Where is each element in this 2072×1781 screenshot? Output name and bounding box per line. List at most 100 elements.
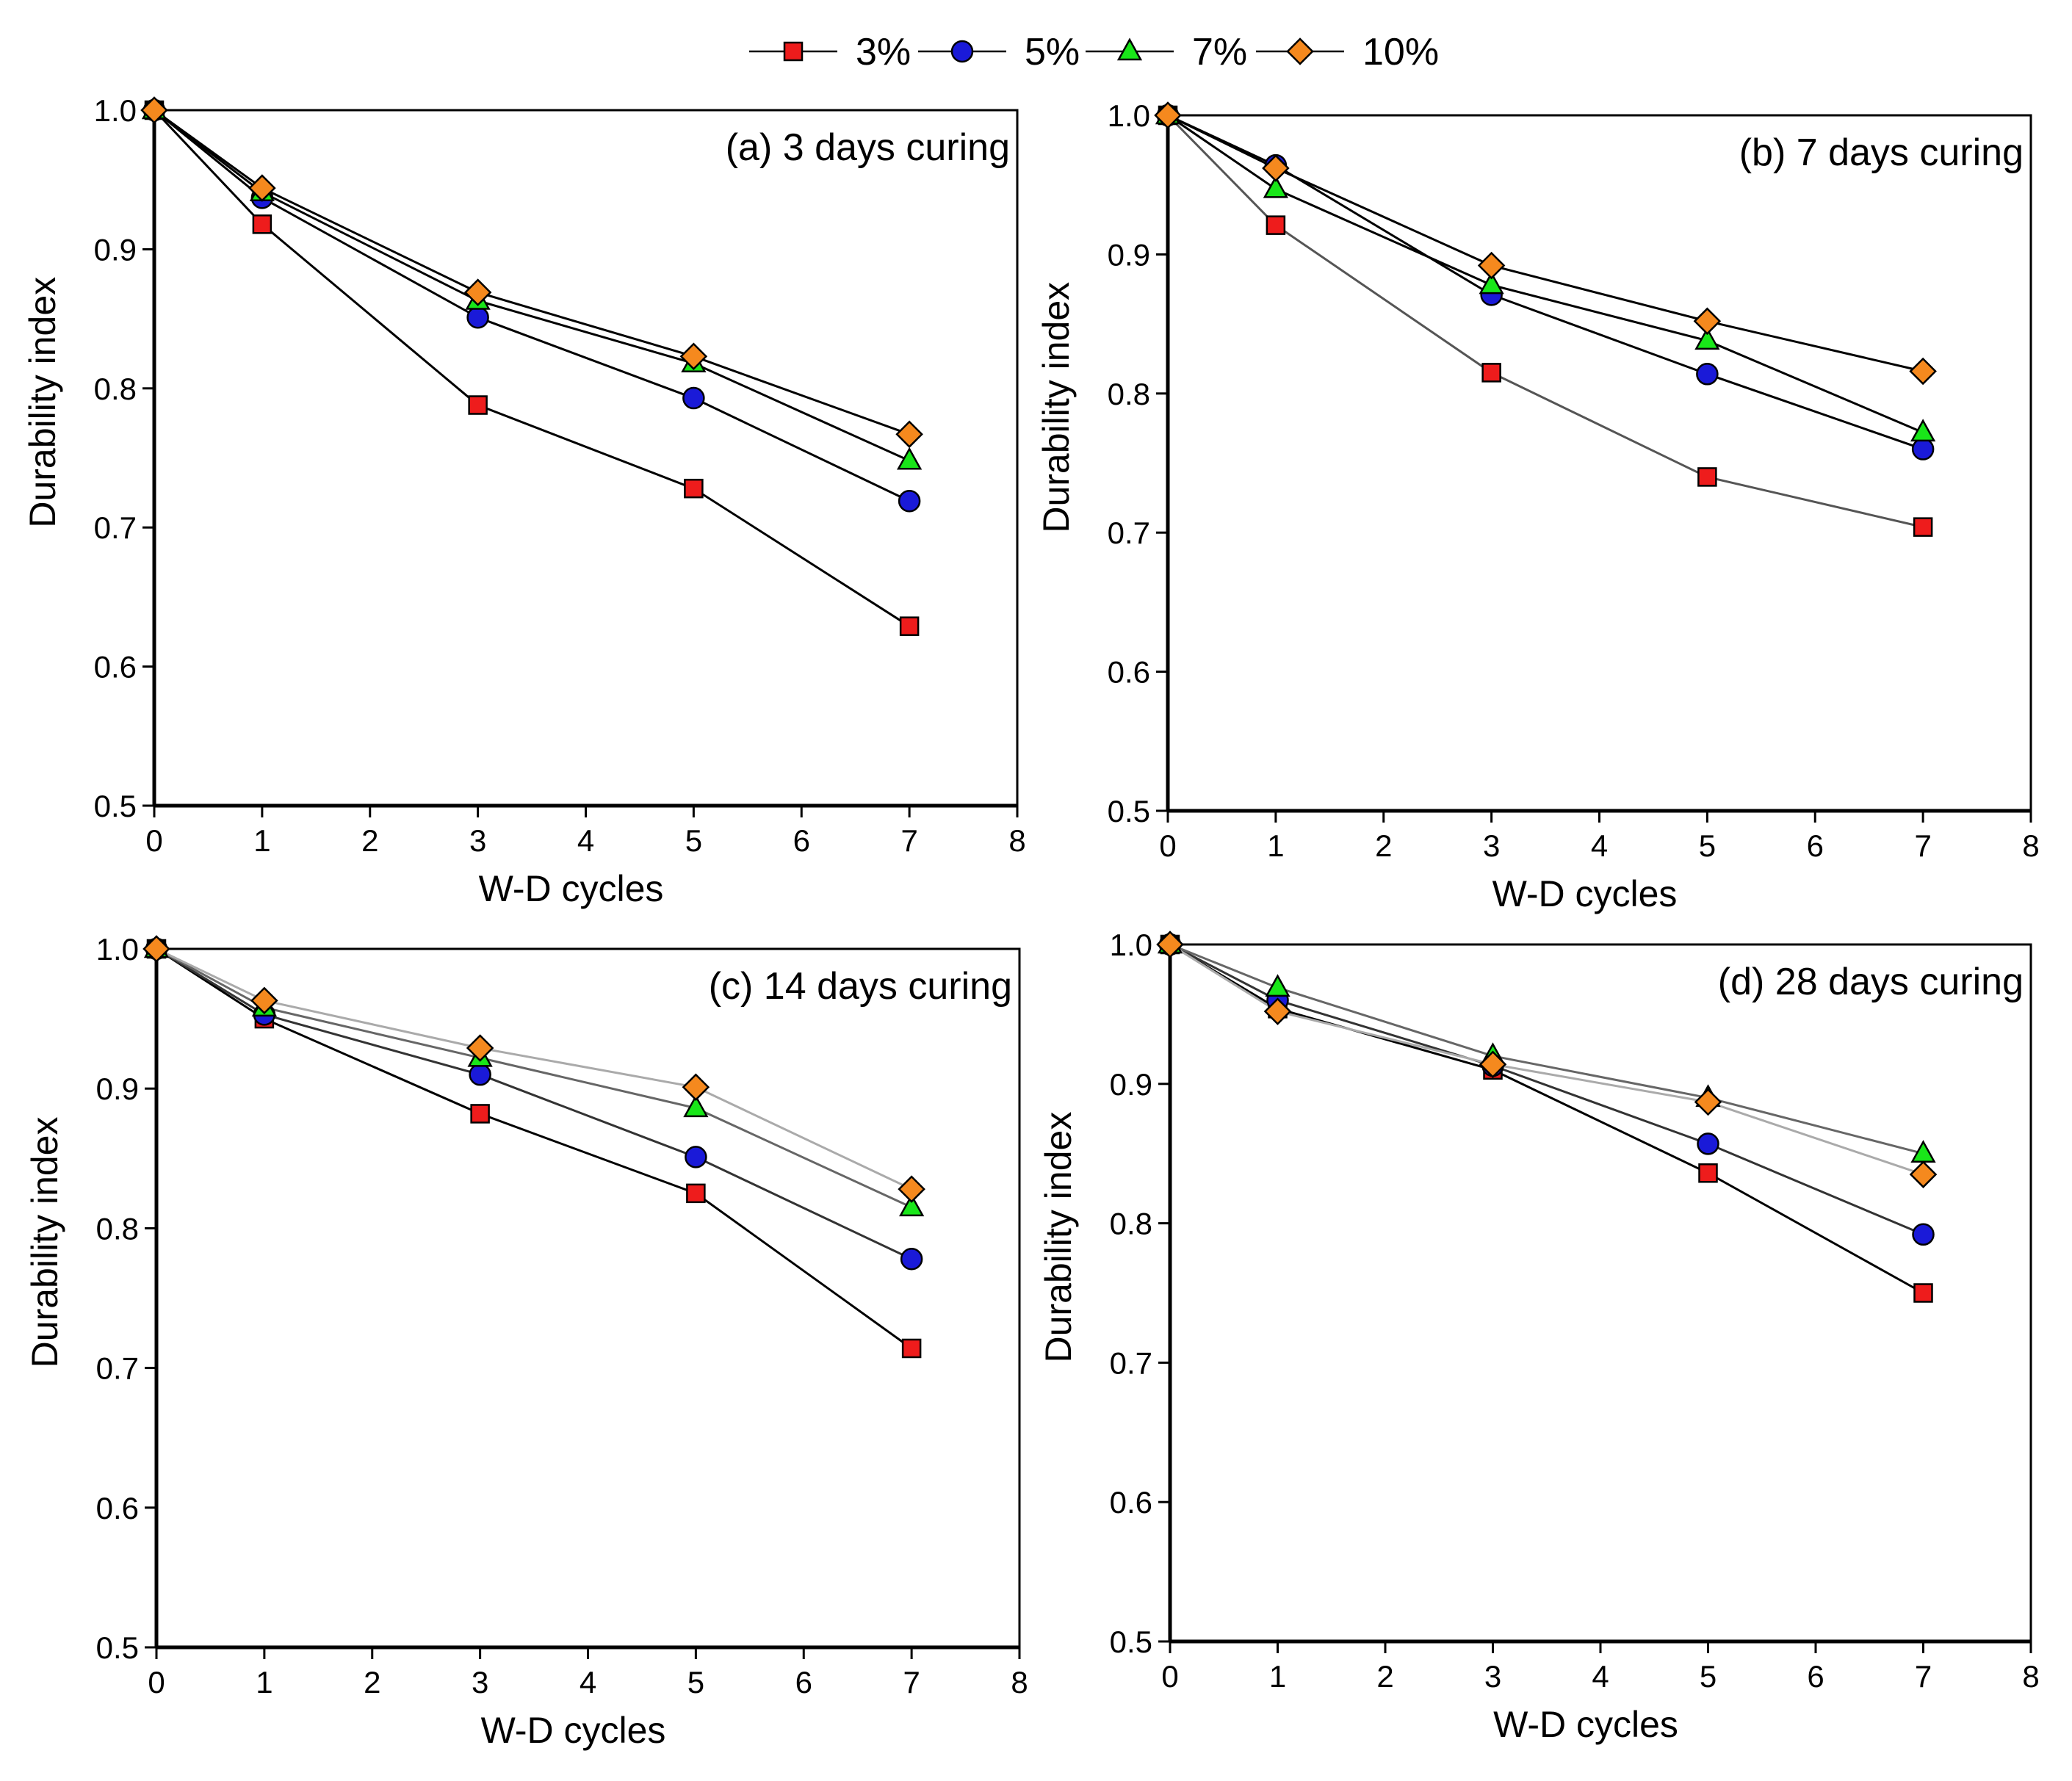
data-point-diamond	[1263, 997, 1292, 1025]
data-point-circle	[900, 1247, 923, 1271]
y-tick-label: 0.5	[96, 1630, 139, 1665]
data-point-diamond	[1693, 307, 1722, 336]
data-point-circle	[466, 306, 489, 329]
data-point-square	[899, 616, 920, 636]
data-point-square	[686, 1183, 706, 1204]
x-tick-label: 4	[1592, 1659, 1609, 1694]
y-tick-label: 1.0	[1108, 98, 1150, 133]
data-point-square	[1481, 363, 1501, 383]
data-point-diamond	[895, 420, 923, 449]
data-point-square	[252, 214, 272, 234]
data-point-diamond	[1154, 101, 1182, 129]
legend-entry: 3%	[749, 31, 911, 73]
panel-title: (b) 7 days curing	[1739, 131, 2024, 174]
legend-marker-triangle	[1116, 37, 1143, 61]
x-axis-title: W-D cycles	[481, 1710, 666, 1751]
y-tick-label: 0.6	[94, 650, 137, 684]
y-tick-label: 0.8	[96, 1211, 139, 1246]
data-point-diamond	[1909, 1160, 1938, 1188]
y-tick-label: 0.7	[1108, 516, 1150, 550]
data-point-triangle	[1694, 327, 1720, 350]
x-tick-label: 3	[1484, 1659, 1501, 1694]
x-tick-label: 5	[687, 1665, 704, 1699]
x-tick-label: 3	[472, 1665, 488, 1699]
data-point-square	[470, 1104, 490, 1124]
data-point-square	[684, 478, 704, 499]
data-point-square	[1697, 467, 1717, 487]
x-axis-title: W-D cycles	[1492, 873, 1678, 914]
data-point-diamond	[142, 935, 170, 963]
data-point-triangle	[899, 1193, 925, 1217]
y-tick-label: 1.0	[1110, 928, 1152, 962]
x-tick-label: 4	[580, 1665, 596, 1699]
x-tick-label: 4	[577, 823, 594, 858]
x-tick-label: 1	[256, 1665, 272, 1699]
y-axis-title: Durability index	[24, 1117, 65, 1368]
data-point-diamond	[1479, 1050, 1507, 1078]
data-point-square	[1266, 215, 1286, 235]
x-tick-label: 6	[1807, 828, 1824, 863]
data-point-diamond	[898, 1175, 925, 1203]
x-tick-label: 0	[148, 1665, 165, 1699]
y-axis-title: Durability index	[1038, 1112, 1079, 1363]
panel-title: (a) 3 days curing	[726, 126, 1010, 169]
y-tick-label: 0.8	[1110, 1207, 1152, 1241]
x-tick-label: 4	[1591, 828, 1608, 863]
y-tick-label: 0.9	[96, 1072, 139, 1106]
x-tick-label: 2	[1376, 1659, 1393, 1694]
data-point-square	[1913, 517, 1933, 537]
x-tick-label: 7	[1914, 828, 1931, 863]
chart-panel: 0 1 2 3 4 5 6 7 8 0.5 0.6 0.7 0.8 0.9 1.0 W-D cycles Dur…	[1038, 928, 2040, 1745]
chart-panel: 0 1 2 3 4 5 6 7 8 0.5 0.6 0.7 0.8 0.9 1.0 W-D cycles Dur…	[22, 93, 1026, 909]
data-point-circle	[1911, 438, 1935, 460]
x-tick-label: 5	[1700, 1659, 1717, 1694]
x-tick-label: 0	[1159, 828, 1176, 863]
data-point-diamond	[679, 342, 708, 371]
data-point-diamond	[466, 1034, 494, 1062]
data-point-square	[1913, 1283, 1933, 1303]
legend-label: 5%	[1025, 31, 1080, 73]
chart-panels: 0 1 2 3 4 5 6 7 8 0.5 0.6 0.7 0.8 0.9 1.0 W-D cycles Dur…	[22, 93, 2040, 1751]
x-tick-label: 5	[1699, 828, 1716, 863]
data-point-diamond	[682, 1073, 710, 1102]
series-line	[1166, 114, 1924, 529]
x-tick-label: 8	[2022, 828, 2039, 863]
y-tick-label: 0.5	[94, 789, 137, 823]
x-tick-label: 0	[1161, 1659, 1178, 1694]
data-point-circle	[898, 489, 921, 513]
data-point-triangle	[1910, 419, 1936, 442]
panel-title: (d) 28 days curing	[1718, 961, 2024, 1003]
y-tick-label: 0.5	[1108, 794, 1150, 828]
x-tick-label: 7	[900, 823, 917, 858]
x-tick-label: 1	[253, 823, 270, 858]
y-tick-label: 0.7	[1110, 1345, 1152, 1380]
legend-label: 3%	[856, 31, 911, 73]
x-tick-label: 6	[793, 823, 810, 858]
x-tick-label: 6	[1807, 1659, 1824, 1694]
data-point-circle	[682, 386, 705, 410]
y-tick-label: 0.6	[1110, 1485, 1152, 1520]
x-tick-label: 8	[2022, 1659, 2039, 1694]
data-point-triangle	[683, 1094, 709, 1118]
data-point-square	[1698, 1163, 1718, 1183]
plot-frame	[155, 947, 1021, 1649]
y-tick-label: 1.0	[96, 932, 139, 967]
data-point-triangle	[1479, 271, 1504, 295]
x-tick-label: 8	[1008, 823, 1025, 858]
y-tick-label: 0.7	[96, 1351, 139, 1386]
data-point-triangle	[1263, 175, 1288, 198]
legend-entry: 7%	[1086, 31, 1247, 73]
legend-entry: 10%	[1256, 31, 1439, 73]
legend: 3% 5% 7% 10%	[749, 31, 1439, 73]
x-tick-label: 3	[469, 823, 486, 858]
data-point-circle	[1697, 1132, 1719, 1155]
x-tick-label: 1	[1269, 1659, 1286, 1694]
x-tick-label: 5	[685, 823, 702, 858]
chart-panel: 0 1 2 3 4 5 6 7 8 0.5 0.6 0.7 0.8 0.9 1.0 W-D cycles Dur…	[24, 932, 1028, 1751]
x-tick-label: 7	[903, 1665, 920, 1699]
chart-panel: 0 1 2 3 4 5 6 7 8 0.5 0.6 0.7 0.8 0.9 1.0 W-D cycles Dur…	[1036, 98, 2040, 914]
data-point-diamond	[1477, 251, 1506, 280]
legend-marker-circle	[950, 40, 974, 63]
y-axis-title: Durability index	[22, 277, 63, 528]
